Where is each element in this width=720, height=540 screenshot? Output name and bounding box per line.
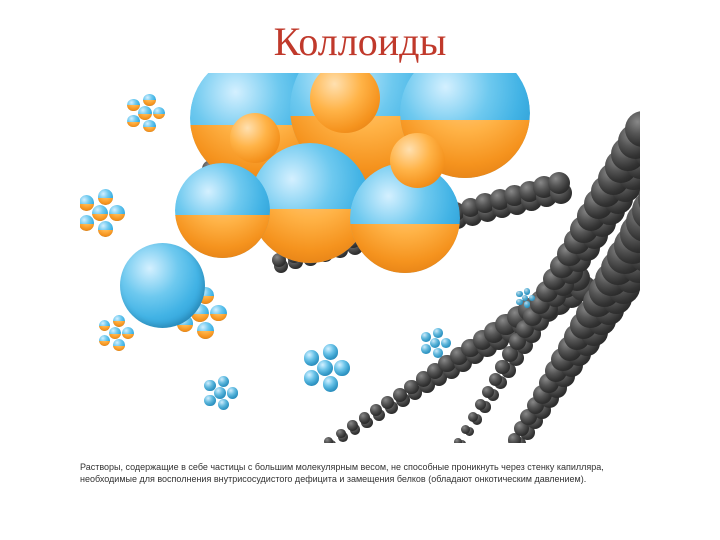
- two-tone-sphere: [98, 189, 113, 204]
- two-tone-sphere: [143, 120, 156, 133]
- blue-sphere: [218, 399, 229, 410]
- blue-sphere: [430, 338, 441, 349]
- two-tone-sphere: [210, 305, 227, 322]
- blue-sphere: [323, 344, 338, 359]
- two-tone-sphere: [109, 205, 124, 220]
- two-tone-sphere: [143, 94, 156, 107]
- two-tone-sphere: [153, 107, 166, 120]
- two-tone-sphere: [122, 327, 134, 339]
- two-tone-sphere: [99, 335, 111, 347]
- two-tone-sphere: [109, 327, 122, 340]
- blue-sphere: [204, 395, 215, 406]
- blue-sphere: [317, 360, 334, 377]
- dark-sphere: [324, 437, 333, 443]
- blue-sphere: [433, 328, 443, 338]
- two-tone-sphere: [197, 322, 214, 339]
- two-tone-sphere: [138, 106, 152, 120]
- two-tone-sphere: [92, 205, 109, 222]
- blue-sphere: [120, 243, 205, 328]
- blue-sphere: [227, 387, 238, 398]
- orange-sphere: [230, 113, 280, 163]
- two-tone-sphere: [113, 339, 125, 351]
- blue-sphere: [524, 301, 530, 307]
- two-tone-sphere: [80, 215, 94, 230]
- blue-sphere: [304, 370, 319, 385]
- blue-sphere: [323, 376, 338, 391]
- two-tone-sphere: [98, 221, 113, 236]
- two-tone-sphere: [113, 315, 125, 327]
- caption-text: Растворы, содержащие в себе частицы с бо…: [80, 461, 640, 485]
- blue-sphere: [529, 295, 535, 301]
- blue-sphere: [304, 350, 319, 365]
- dark-sphere: [347, 420, 358, 431]
- dark-sphere: [336, 429, 346, 439]
- two-tone-sphere: [175, 163, 270, 258]
- orange-sphere: [390, 133, 445, 188]
- blue-sphere: [334, 360, 349, 375]
- blue-sphere: [214, 387, 226, 399]
- colloid-illustration: [80, 73, 640, 443]
- dark-sphere: [548, 172, 570, 194]
- dark-sphere: [454, 438, 462, 443]
- blue-sphere: [524, 288, 530, 294]
- blue-sphere: [218, 376, 229, 387]
- blue-sphere: [441, 338, 451, 348]
- dark-sphere: [359, 412, 370, 423]
- page-title: Коллоиды: [0, 0, 720, 73]
- blue-sphere: [421, 344, 431, 354]
